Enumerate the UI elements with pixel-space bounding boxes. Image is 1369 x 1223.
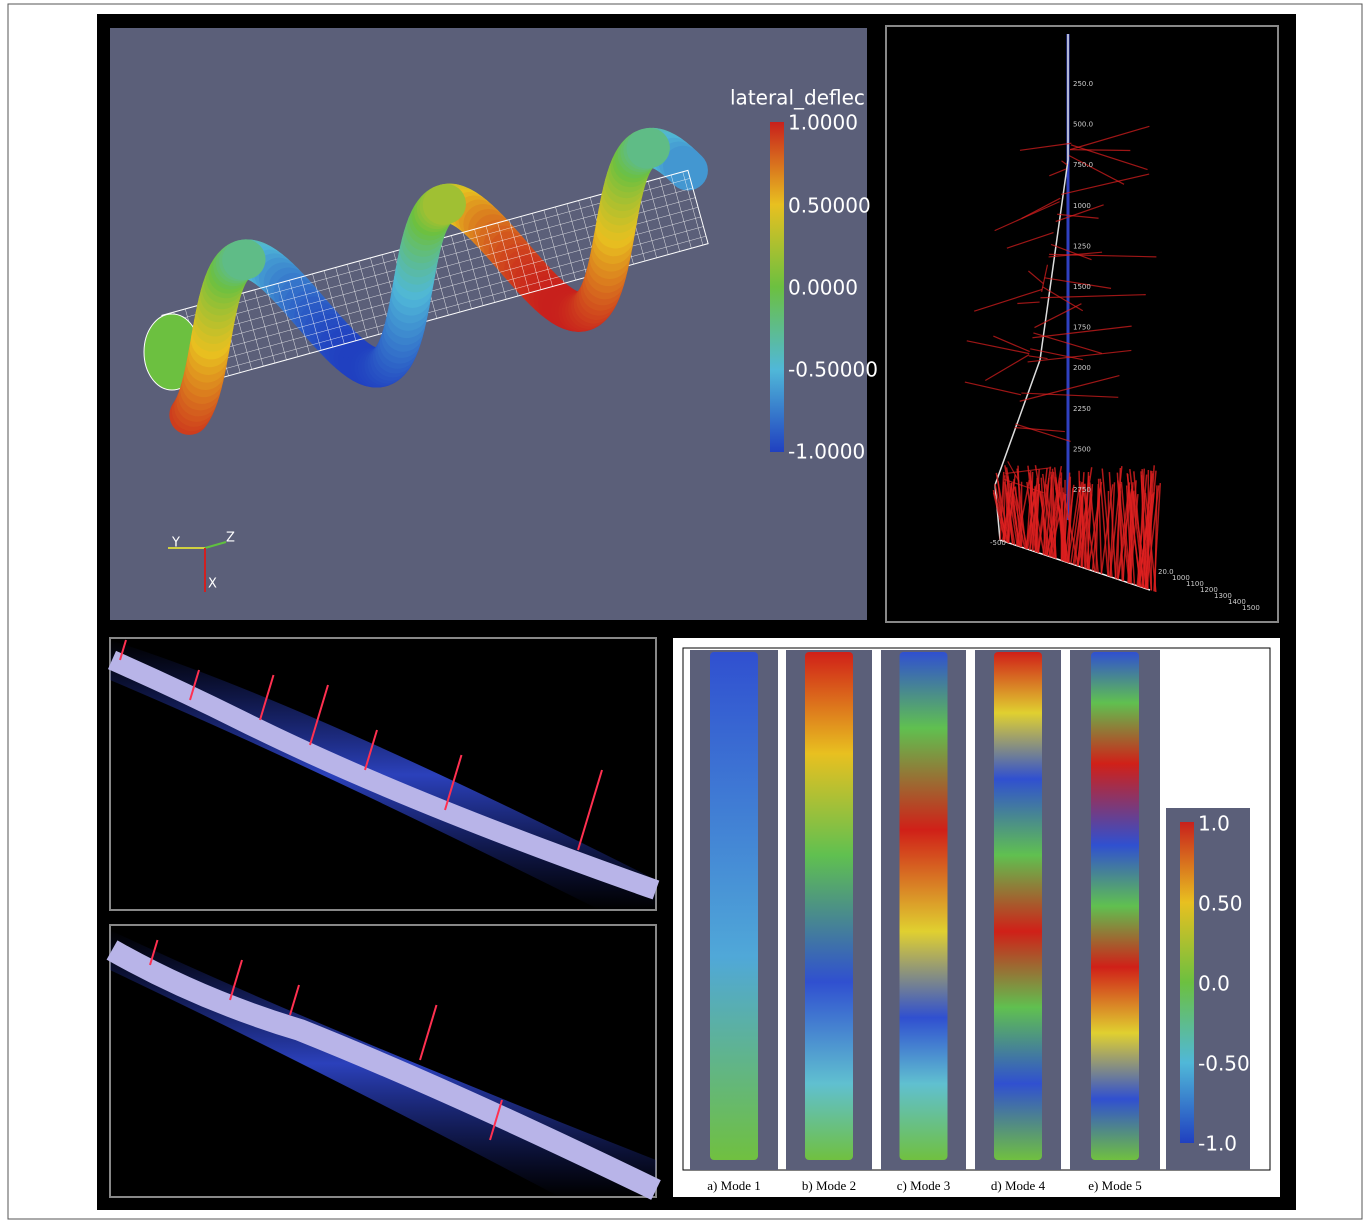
depth-label: 1500 <box>1073 283 1091 291</box>
mode-label: a) Mode 1 <box>707 1178 760 1193</box>
modes-colorbar <box>1180 822 1194 1143</box>
mode-tube <box>710 652 758 1160</box>
page: lateral_deflec 1.0000 0.50000 0.0000 -0.… <box>0 0 1369 1223</box>
colorbar-title: lateral_deflec <box>730 86 865 110</box>
helix-segment <box>443 204 446 205</box>
mode-tube <box>805 652 853 1160</box>
mode-label: c) Mode 3 <box>897 1178 950 1193</box>
colorbar-label: 0.0000 <box>788 276 858 300</box>
depth-label: 750.0 <box>1073 161 1093 169</box>
helix-segment <box>647 148 650 149</box>
depth-label: 2750 <box>1073 486 1091 494</box>
colorbar-label: 1.0 <box>1198 812 1230 836</box>
axis-label: 1500 <box>1242 604 1260 612</box>
helix-segment <box>683 166 688 171</box>
colorbar <box>770 122 784 452</box>
depth-label: 1750 <box>1073 324 1091 332</box>
mode-shapes: a) Mode 1 b) Mode 2 c) Mode 3 d) Mode 4 e) M… <box>690 650 1160 1193</box>
depth-label: 2000 <box>1073 364 1091 372</box>
colorbar-label: -0.50 <box>1198 1052 1250 1076</box>
depth-label: 250.0 <box>1073 80 1093 88</box>
mode-tube <box>900 652 948 1160</box>
helix-segment <box>242 259 245 260</box>
depth-label: 1250 <box>1073 242 1091 250</box>
mode-label: d) Mode 4 <box>991 1178 1046 1193</box>
mode-label: b) Mode 2 <box>802 1178 856 1193</box>
axis-label: Z <box>226 531 235 546</box>
streak <box>1008 476 1009 543</box>
depth-label: 2250 <box>1073 405 1091 413</box>
colorbar-label: 1.0000 <box>788 111 858 135</box>
colorbar-label: -1.0000 <box>788 440 865 464</box>
figure: lateral_deflec 1.0000 0.50000 0.0000 -0.… <box>0 0 1369 1223</box>
colorbar-label: -0.50000 <box>788 358 878 382</box>
colorbar-label: -1.0 <box>1198 1132 1237 1156</box>
mode-tube <box>994 652 1042 1160</box>
mode-label: e) Mode 5 <box>1088 1178 1141 1193</box>
depth-label: 500.0 <box>1073 121 1093 129</box>
colorbar-label: 0.0 <box>1198 972 1230 996</box>
colorbar-label: 0.50 <box>1198 892 1243 916</box>
depth-label: 2500 <box>1073 445 1091 453</box>
mode-tube <box>1091 652 1139 1160</box>
axis-label: Y <box>171 536 180 551</box>
colorbar-label: 0.50000 <box>788 194 871 218</box>
axis-label: X <box>208 577 217 592</box>
depth-label: 1000 <box>1073 202 1091 210</box>
axis-label: -500 <box>990 539 1006 547</box>
